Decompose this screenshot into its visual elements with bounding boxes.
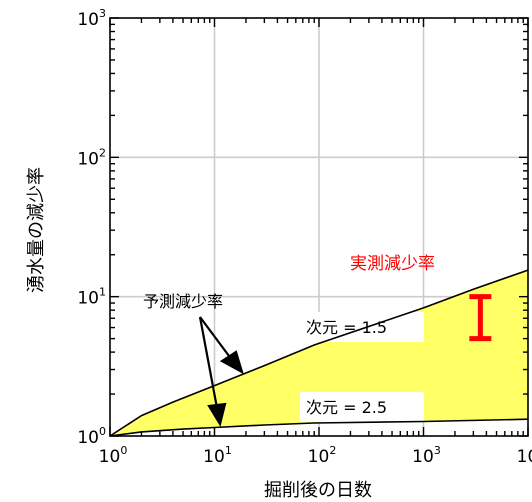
dim15-label-background xyxy=(300,312,424,342)
y-tick-label: 100 xyxy=(77,425,106,448)
x-axis-label: 掘削後の日数 xyxy=(264,480,372,501)
predicted-label: 予測減少率 xyxy=(143,292,223,311)
x-tick-label: 100 xyxy=(99,444,128,467)
x-tick-label: 103 xyxy=(412,444,441,467)
y-axis-label: 湧水量の減少率 xyxy=(26,167,47,293)
predicted-arrows xyxy=(198,316,244,427)
dim25-label-background xyxy=(300,392,424,422)
x-tick-labels: 100 101 102 103 104 xyxy=(99,444,532,467)
y-tick-label: 102 xyxy=(77,146,106,169)
dim15-label: 次元 = 1.5 xyxy=(306,318,387,337)
y-tick-label: 101 xyxy=(77,286,106,309)
measured-range-marker xyxy=(469,294,492,342)
x-tick-label: 101 xyxy=(203,444,232,467)
measured-label: 実測減少率 xyxy=(350,254,435,274)
x-tick-label: 104 xyxy=(517,444,532,467)
x-tick-label: 102 xyxy=(308,444,337,467)
dim25-curve xyxy=(109,418,529,437)
dim15-curve xyxy=(109,269,529,437)
y-tick-labels: 100 101 102 103 xyxy=(77,7,106,448)
axis-ticks xyxy=(109,17,529,437)
dim25-label: 次元 = 2.5 xyxy=(306,398,387,417)
y-tick-label: 103 xyxy=(77,7,106,30)
